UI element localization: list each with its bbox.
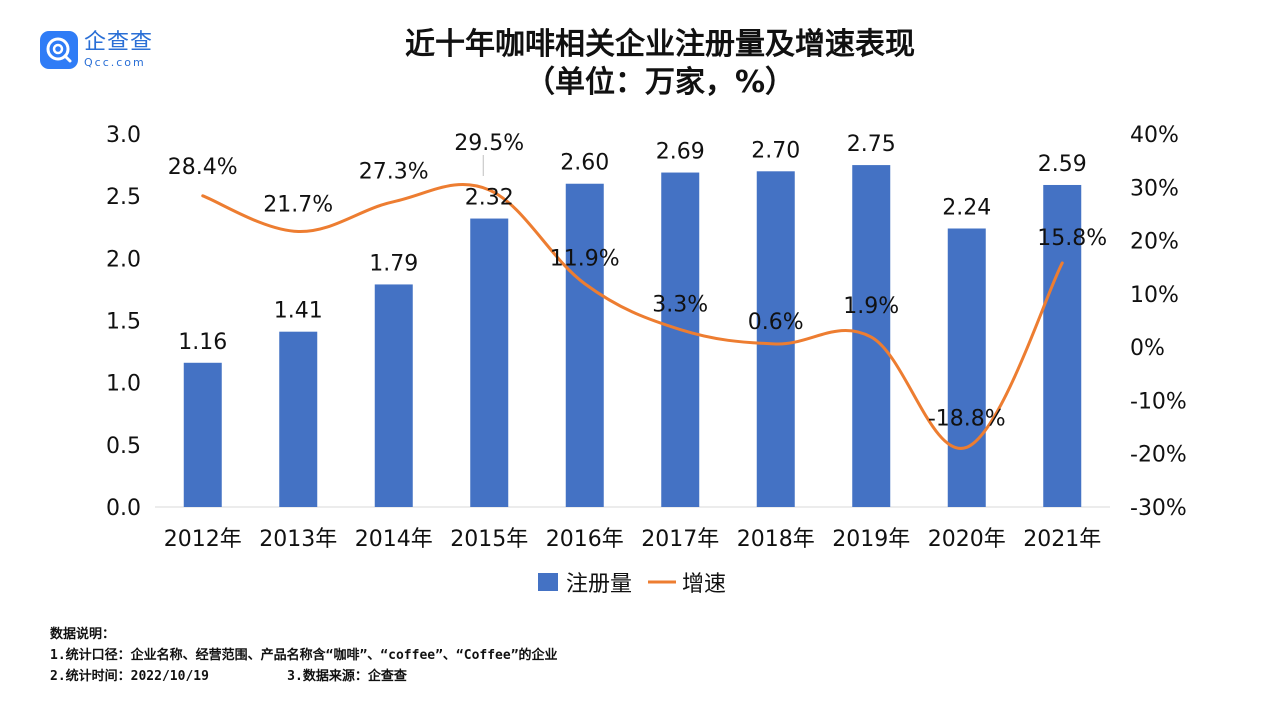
- legend-bar-swatch: [538, 573, 558, 591]
- line-value-label: 15.8%: [1037, 226, 1107, 251]
- qcc-logo: 企查查 Qcc.com: [40, 31, 153, 69]
- notes-line-1: 1.统计口径：企业名称、经营范围、产品名称含“咖啡”、“coffee”、“Cof…: [50, 648, 558, 663]
- right-axis-tick: 20%: [1130, 230, 1179, 255]
- x-axis-tick: 2021年: [1023, 527, 1101, 552]
- right-axis-tick: 10%: [1130, 283, 1179, 308]
- bar: [279, 331, 318, 507]
- right-axis-tick: 30%: [1130, 176, 1179, 201]
- x-axis-tick: 2013年: [259, 527, 337, 552]
- left-axis-tick: 0.0: [106, 496, 141, 521]
- line-value-label: 11.9%: [550, 247, 620, 272]
- right-axis-tick: 0%: [1130, 336, 1165, 361]
- bar: [565, 183, 604, 507]
- left-axis-tick: 2.5: [106, 185, 141, 210]
- left-axis-tick: 0.5: [106, 434, 141, 459]
- bar: [661, 172, 700, 507]
- legend-label-line: 增速: [682, 572, 726, 597]
- bar: [1043, 184, 1082, 507]
- bar-value-label: 2.32: [465, 186, 514, 211]
- x-axis-tick: 2014年: [355, 527, 433, 552]
- logo-cn-text: 企查查: [84, 30, 154, 55]
- line-value-label: 0.6%: [748, 310, 804, 335]
- x-axis-tick: 2016年: [546, 527, 624, 552]
- line-value-label: -18.8%: [928, 406, 1006, 431]
- x-axis-tick: 2018年: [737, 527, 815, 552]
- line-value-label: 28.4%: [168, 155, 238, 180]
- bar-value-label: 1.16: [178, 330, 227, 355]
- x-axis-tick: 2012年: [164, 527, 242, 552]
- chart-title-line2: （单位：万家，%）: [524, 65, 796, 100]
- bar-value-label: 2.60: [560, 151, 609, 176]
- bar-value-label: 1.41: [274, 299, 323, 324]
- bar-value-label: 1.79: [369, 251, 418, 276]
- line-value-label: 21.7%: [263, 193, 333, 218]
- chart-title-line1: 近十年咖啡相关企业注册量及增速表现: [405, 27, 915, 62]
- x-axis-tick: 2020年: [928, 527, 1006, 552]
- growth-line: [201, 182, 1064, 450]
- notes-heading: 数据说明：: [50, 627, 116, 642]
- chart-title: 近十年咖啡相关企业注册量及增速表现 （单位：万家，%）: [300, 26, 1020, 102]
- right-axis-tick: -30%: [1130, 496, 1187, 521]
- bar-value-label: 2.69: [656, 140, 705, 165]
- right-axis-tick: -10%: [1130, 389, 1187, 414]
- line-value-label: 1.9%: [843, 294, 899, 319]
- x-axis-tick: 2015年: [450, 527, 528, 552]
- bar: [470, 218, 509, 507]
- bar: [756, 171, 795, 508]
- bar: [183, 362, 222, 507]
- legend-label-bars: 注册量: [566, 572, 632, 597]
- left-axis-tick: 1.0: [106, 372, 141, 397]
- line-value-label: 27.3%: [359, 160, 429, 185]
- left-axis-tick: 3.0: [106, 123, 141, 148]
- bar-value-label: 2.59: [1038, 152, 1087, 177]
- bar: [374, 284, 413, 507]
- x-axis-tick: 2019年: [832, 527, 910, 552]
- notes-line-2: 2.统计时间：2022/10/19 3.数据来源：企查查: [50, 669, 407, 684]
- bar: [947, 228, 986, 507]
- logo-en-text: Qcc.com: [84, 56, 146, 69]
- left-axis-tick: 2.0: [106, 247, 141, 272]
- right-axis-tick: -20%: [1130, 443, 1187, 468]
- right-axis-tick: 40%: [1130, 123, 1179, 148]
- line-value-label: 3.3%: [652, 293, 708, 318]
- data-notes: 数据说明： 1.统计口径：企业名称、经营范围、产品名称含“咖啡”、“coffee…: [50, 624, 558, 687]
- qcc-logo-icon: [40, 31, 78, 69]
- x-axis-tick: 2017年: [641, 527, 719, 552]
- left-axis-tick: 1.5: [106, 310, 141, 335]
- line-value-label: 29.5%: [454, 131, 524, 156]
- bar-value-label: 2.70: [751, 138, 800, 163]
- bar-value-label: 2.75: [847, 132, 896, 157]
- bar-value-label: 2.24: [942, 195, 991, 220]
